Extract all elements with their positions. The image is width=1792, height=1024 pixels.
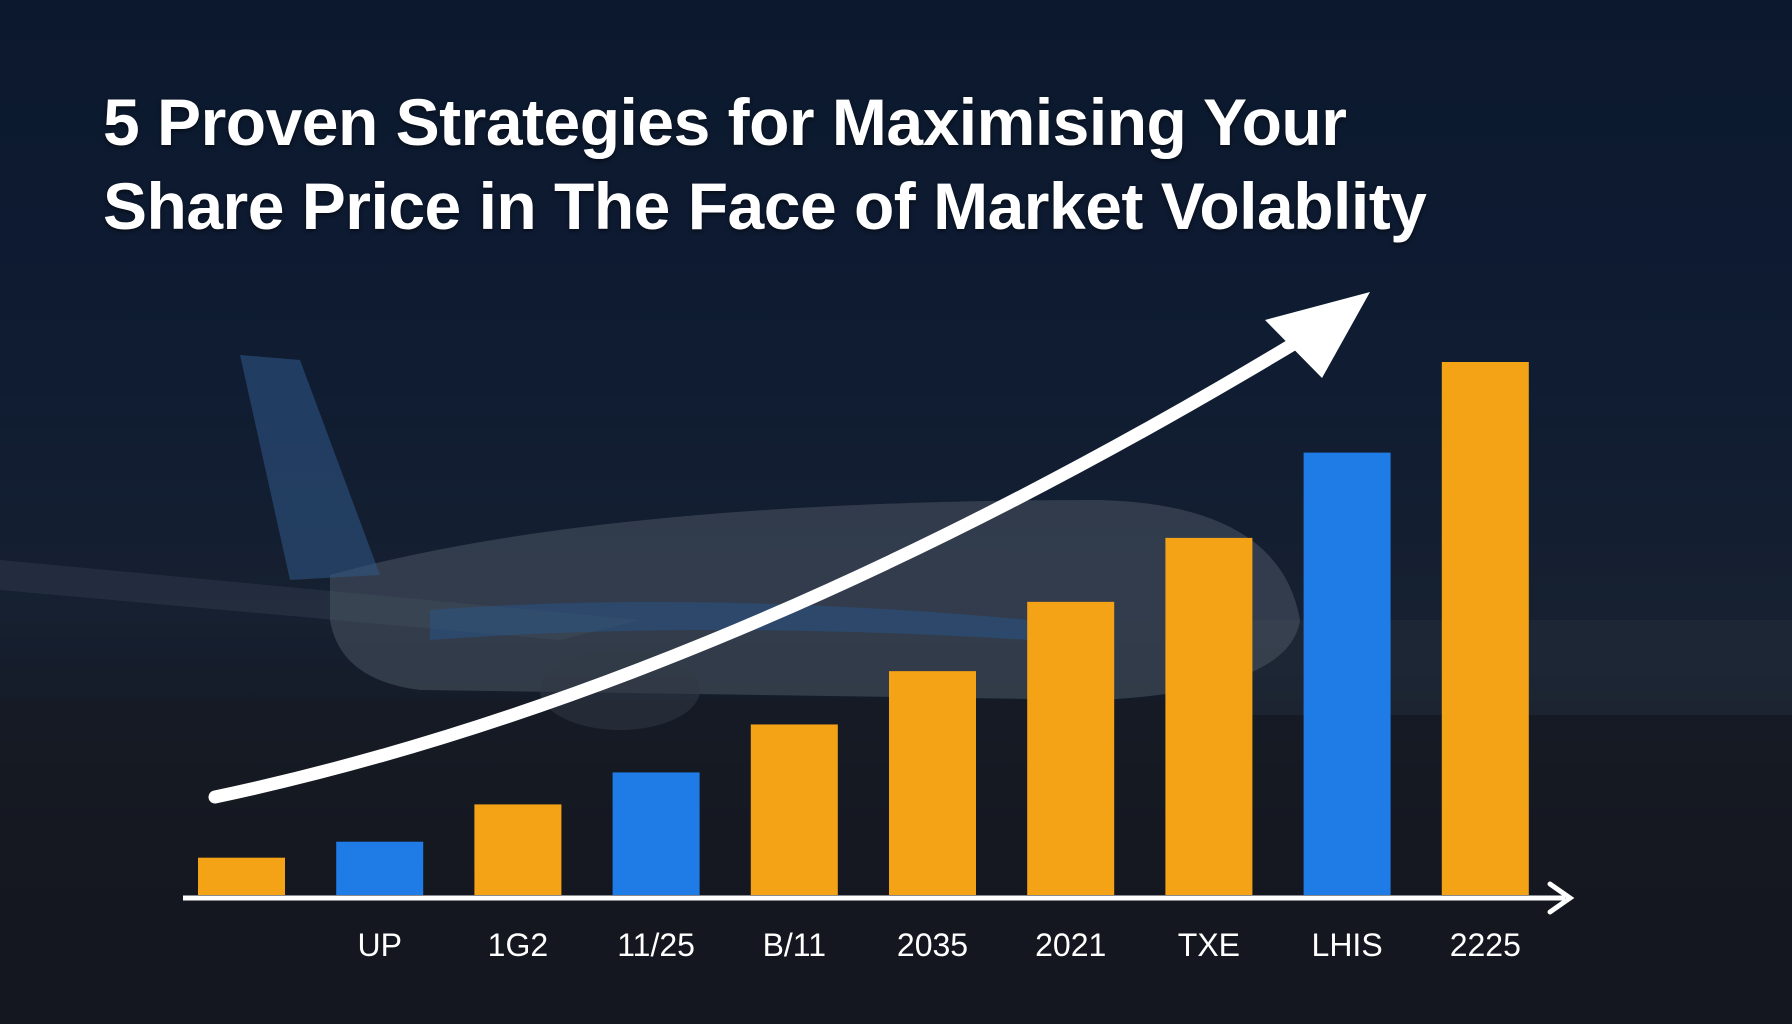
bar-4 [612, 772, 700, 895]
x-axis-arrowhead-icon [1547, 881, 1575, 915]
x-tick-label: 2035 [897, 927, 968, 963]
title-line-2: Share Price in The Face of Market Volabl… [103, 169, 1427, 243]
page-title: 5 Proven Strategies for Maximising Your … [103, 80, 1723, 248]
bar-10 [1441, 362, 1529, 895]
bar-2 [336, 841, 424, 895]
bar-7 [1027, 601, 1115, 895]
bar-5 [750, 724, 838, 895]
x-tick-label: 11/25 [617, 927, 695, 963]
x-tick-labels: UP 1G2 11/25 B/11 2035 2021 TXE LHIS 2225 [357, 927, 1520, 963]
bar-9 [1303, 452, 1391, 895]
x-tick-label: 2021 [1035, 927, 1106, 963]
x-tick-label: 2225 [1450, 927, 1521, 963]
bar-8 [1165, 537, 1253, 895]
trend-arrow-head-icon [1265, 292, 1370, 378]
x-tick-label: LHIS [1312, 927, 1383, 963]
bar-6 [889, 671, 976, 895]
bar-3 [474, 804, 562, 895]
x-tick-label: TXE [1178, 927, 1240, 963]
trend-arrow-line [208, 333, 1307, 804]
title-line-1: 5 Proven Strategies for Maximising Your [103, 85, 1347, 159]
x-tick-label: 1G2 [488, 927, 548, 963]
x-tick-label: UP [357, 927, 401, 963]
bar-1 [198, 857, 285, 895]
bars-group [198, 362, 1529, 895]
x-tick-label: B/11 [763, 927, 826, 963]
